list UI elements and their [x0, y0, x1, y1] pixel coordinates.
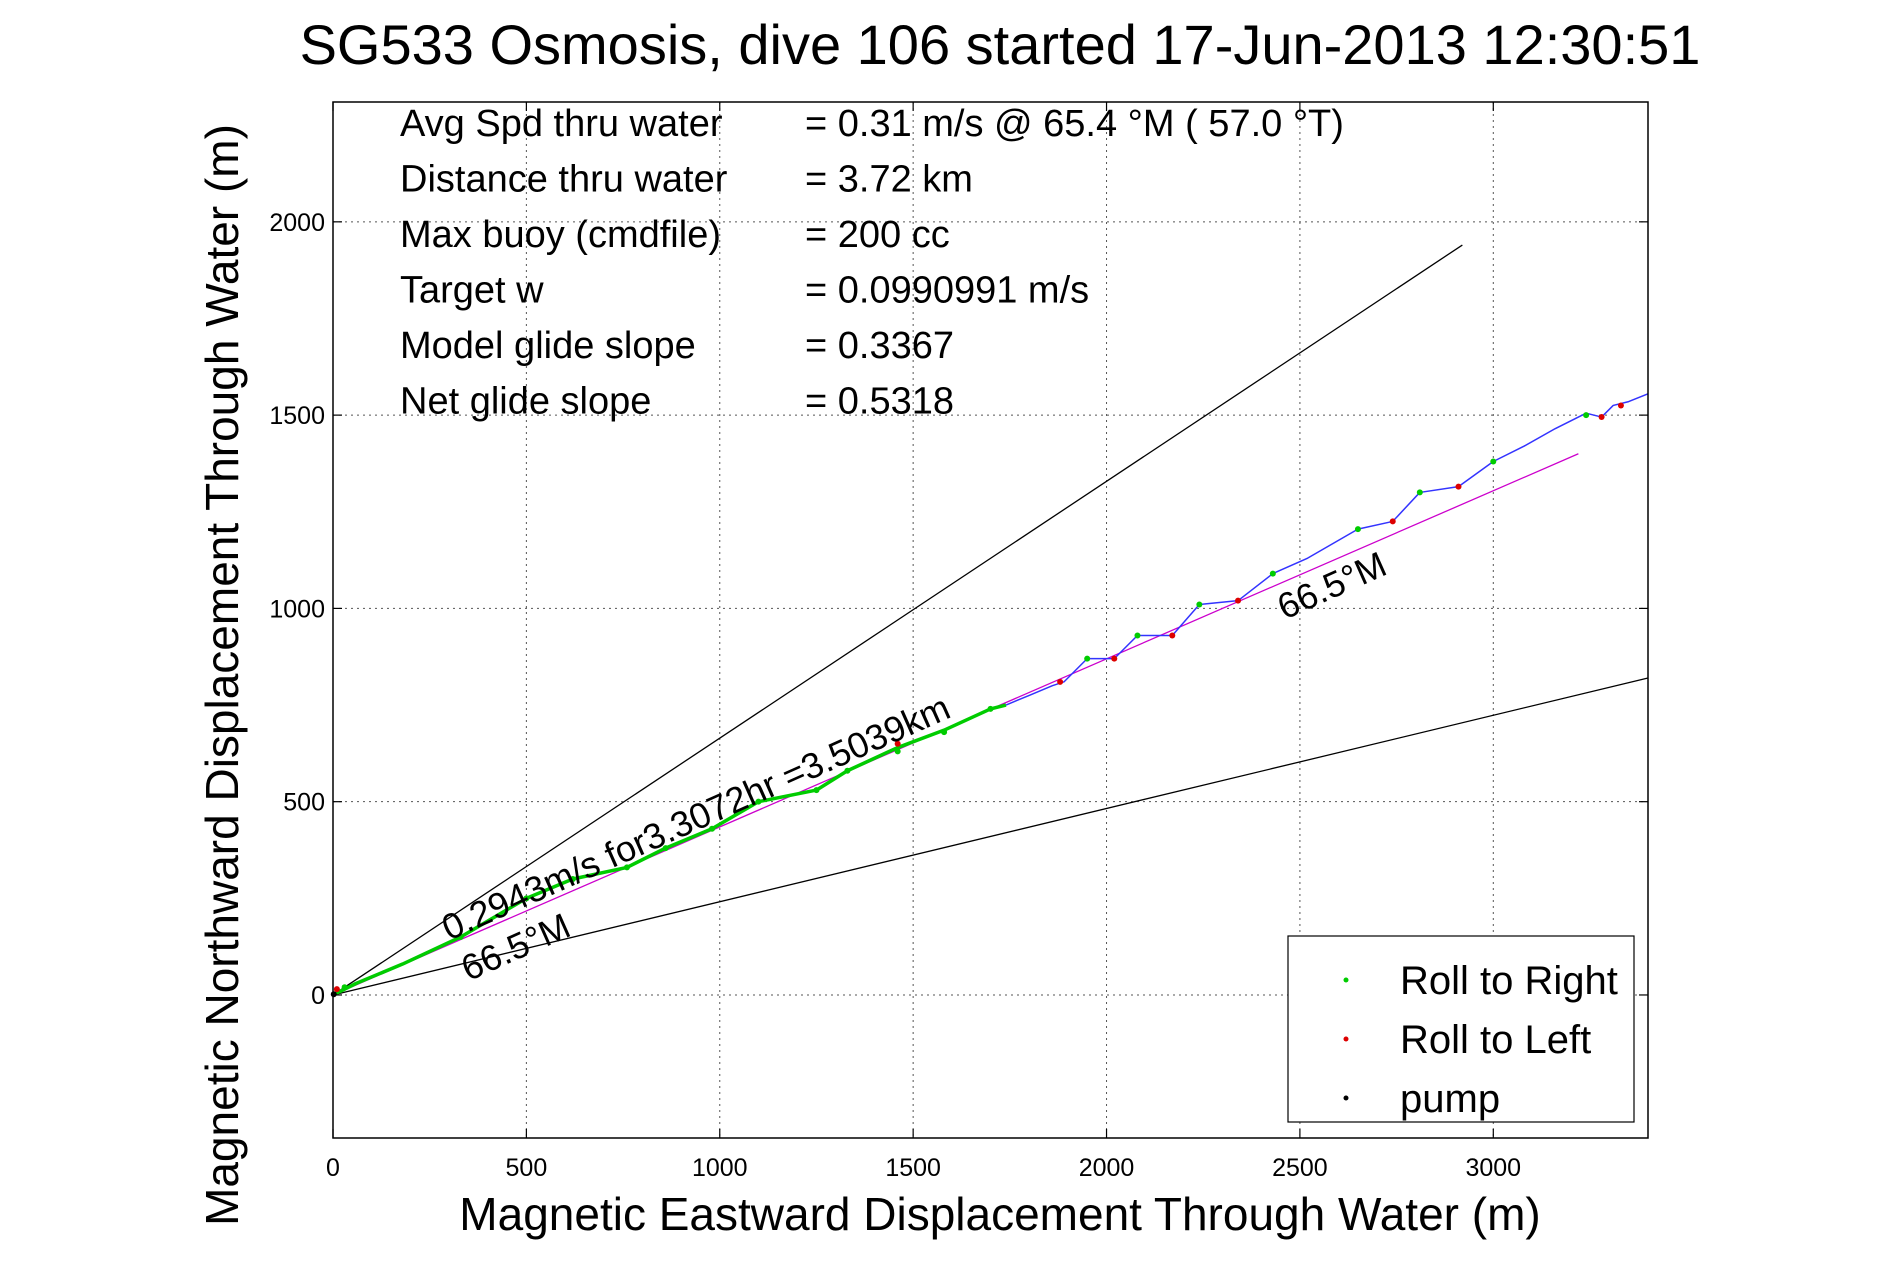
legend-label: Roll to Right [1400, 959, 1618, 1003]
data-point [813, 787, 820, 794]
legend: Roll to Right Roll to Left pump [1287, 935, 1635, 1123]
series-markers [330, 402, 1624, 998]
data-point [1169, 632, 1176, 639]
stats-block: Avg Spd thru water = 0.31 m/s @ 65.4 °M (… [400, 103, 1344, 423]
data-point [662, 845, 669, 852]
chart-title: SG533 Osmosis, dive 106 started 17-Jun-2… [300, 13, 1701, 76]
data-point [941, 729, 948, 736]
legend-box [1287, 935, 1635, 1123]
tick-labels: 0 500 1000 1500 2000 2500 3000 0 500 1000 1500 2000 [269, 102, 1648, 1182]
data-point [1111, 655, 1118, 662]
stats-value: = 0.5318 [805, 381, 954, 423]
stats-value: = 0.31 m/s @ 65.4 °M ( 57.0 °T) [805, 103, 1344, 145]
stats-label: Distance thru water [400, 159, 728, 201]
reference-line [332, 677, 1649, 996]
grid [333, 102, 1648, 1138]
x-tick-label: 2000 [1079, 1154, 1135, 1182]
legend-marker [1343, 1036, 1349, 1042]
y-tick-label: 500 [283, 789, 325, 817]
data-point [1598, 414, 1605, 421]
stats-label: Model glide slope [400, 325, 696, 367]
data-point [1455, 483, 1462, 490]
legend-label: pump [1400, 1077, 1500, 1121]
stats-value: = 200 cc [805, 214, 950, 256]
series-line [332, 703, 1007, 997]
stats-value: = 3.72 km [805, 159, 973, 201]
stats-value: = 0.3367 [805, 325, 954, 367]
data-point [569, 876, 576, 882]
axes-box [332, 101, 1649, 1139]
data-point [1084, 655, 1091, 662]
data-point [1416, 489, 1423, 496]
x-tick-label: 1000 [692, 1154, 748, 1182]
data-point [987, 705, 994, 712]
stats-label: Avg Spd thru water [400, 103, 723, 145]
annotation-text: 0.2943m/s for3.3072hr =3.5039km [436, 686, 956, 948]
data-point [333, 986, 340, 993]
x-tick-label: 2500 [1272, 1154, 1328, 1182]
data-point [755, 798, 762, 805]
series-line [1005, 393, 1649, 706]
data-point [341, 984, 348, 991]
data-point [1617, 402, 1624, 409]
data-point [844, 767, 851, 774]
data-point [1583, 412, 1590, 419]
y-axis-label: Magnetic Northward Displacement Through … [196, 124, 248, 1226]
y-tick-label: 1000 [269, 595, 325, 623]
legend-marker [1343, 1095, 1349, 1101]
data-point [1235, 597, 1242, 604]
x-tick-label: 0 [326, 1154, 340, 1182]
legend-label: Roll to Left [1400, 1018, 1591, 1062]
y-tick-label: 2000 [269, 209, 325, 237]
data-point [1057, 678, 1064, 685]
data-point [623, 864, 630, 871]
reference-line [332, 244, 1463, 996]
data-point [1269, 570, 1276, 577]
stats-label: Max buoy (cmdfile) [400, 214, 721, 256]
x-axis-label: Magnetic Eastward Displacement Through W… [459, 1188, 1540, 1240]
data-point [1134, 632, 1141, 639]
data-point [330, 991, 337, 998]
legend-marker [1343, 977, 1349, 983]
y-tick-label: 0 [311, 982, 325, 1010]
data-point [523, 895, 530, 902]
data-point [709, 825, 716, 832]
data-point [894, 748, 901, 755]
x-tick-label: 3000 [1465, 1154, 1521, 1182]
data-point [1490, 458, 1497, 465]
y-tick-label: 1500 [269, 402, 325, 430]
stats-label: Target w [400, 270, 544, 312]
stats-label: Net glide slope [400, 381, 651, 423]
data-point [894, 740, 901, 747]
annotations: 0.2943m/s for3.3072hr =3.5039km66.5°M66.… [436, 543, 1393, 988]
annotation-text: 66.5°M [1271, 543, 1392, 627]
x-tick-label: 500 [506, 1154, 548, 1182]
x-tick-label: 1500 [885, 1154, 941, 1182]
data-point [457, 933, 464, 940]
data-point [1354, 526, 1361, 533]
data-point [1389, 518, 1396, 525]
data-point [1196, 601, 1203, 608]
stats-value: = 0.0990991 m/s [805, 270, 1089, 312]
